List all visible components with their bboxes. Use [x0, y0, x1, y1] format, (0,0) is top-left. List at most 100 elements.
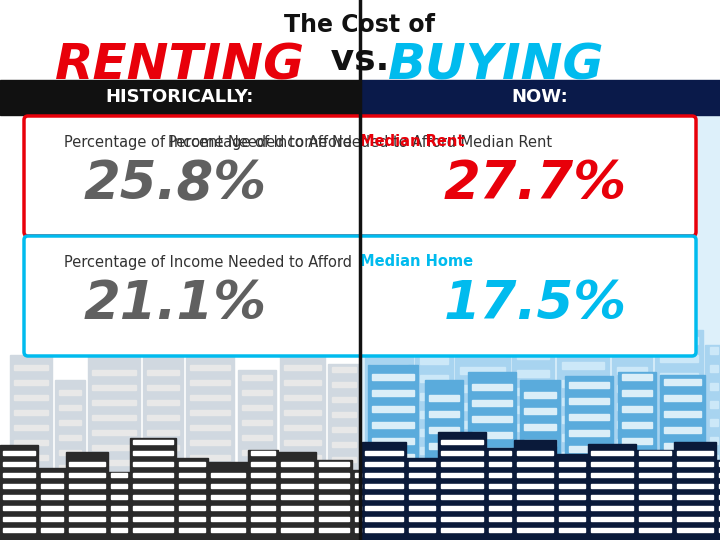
Bar: [372, 454, 414, 460]
Bar: [460, 457, 505, 464]
Bar: [365, 528, 403, 532]
Bar: [147, 385, 179, 390]
Bar: [460, 403, 505, 410]
Bar: [612, 334, 652, 512]
Bar: [143, 355, 183, 505]
Bar: [441, 462, 483, 466]
Bar: [562, 452, 604, 459]
Bar: [242, 465, 272, 470]
Bar: [559, 528, 585, 532]
Bar: [251, 517, 275, 521]
Bar: [147, 460, 179, 465]
Bar: [332, 382, 356, 387]
Bar: [211, 506, 245, 510]
Bar: [559, 484, 585, 488]
Bar: [41, 484, 63, 488]
Bar: [622, 438, 652, 444]
Bar: [710, 491, 718, 498]
Bar: [332, 487, 356, 492]
Bar: [69, 528, 105, 532]
Bar: [281, 473, 313, 477]
Bar: [617, 475, 647, 482]
Bar: [716, 460, 720, 540]
Bar: [489, 506, 511, 510]
Bar: [179, 495, 205, 499]
Bar: [147, 445, 179, 450]
Bar: [591, 528, 633, 532]
Text: NOW:: NOW:: [512, 89, 568, 106]
Bar: [3, 473, 35, 477]
Bar: [108, 472, 130, 540]
Bar: [365, 451, 403, 455]
Bar: [111, 484, 127, 488]
Bar: [370, 473, 408, 480]
Bar: [365, 473, 403, 477]
Bar: [133, 440, 173, 444]
Bar: [92, 475, 136, 480]
Bar: [420, 339, 448, 346]
Bar: [441, 506, 483, 510]
Bar: [319, 462, 349, 466]
Bar: [514, 440, 556, 540]
Text: 17.5%: 17.5%: [444, 278, 626, 330]
Bar: [88, 355, 140, 520]
Bar: [710, 419, 718, 426]
Bar: [660, 445, 698, 452]
Bar: [664, 443, 701, 449]
Bar: [130, 438, 176, 540]
Bar: [591, 495, 633, 499]
Bar: [420, 429, 448, 436]
Bar: [355, 484, 361, 488]
Bar: [0, 80, 360, 115]
Bar: [251, 528, 275, 532]
Bar: [14, 410, 48, 415]
Bar: [190, 500, 230, 505]
Bar: [617, 421, 647, 428]
Bar: [710, 383, 718, 390]
Bar: [248, 450, 278, 540]
Bar: [355, 473, 361, 477]
Bar: [355, 528, 361, 532]
Bar: [562, 470, 604, 477]
Bar: [639, 462, 671, 466]
Bar: [111, 473, 127, 477]
Bar: [622, 374, 652, 380]
Bar: [664, 411, 701, 417]
Bar: [664, 491, 701, 497]
Bar: [211, 495, 245, 499]
Bar: [69, 517, 105, 521]
Bar: [517, 517, 553, 521]
Bar: [664, 427, 701, 433]
Bar: [242, 420, 272, 425]
Bar: [190, 440, 230, 445]
Bar: [92, 445, 136, 450]
Bar: [133, 506, 173, 510]
Bar: [242, 495, 272, 500]
Bar: [415, 325, 453, 520]
Text: Median Home: Median Home: [360, 254, 473, 269]
Bar: [639, 473, 671, 477]
Bar: [472, 416, 512, 422]
Bar: [562, 398, 604, 405]
Bar: [441, 517, 483, 521]
Bar: [591, 506, 633, 510]
Bar: [111, 528, 127, 532]
Bar: [242, 480, 272, 485]
Bar: [429, 475, 459, 481]
Bar: [92, 385, 136, 390]
Bar: [372, 486, 414, 492]
Bar: [524, 440, 556, 446]
Bar: [59, 480, 81, 485]
Bar: [664, 379, 701, 385]
Bar: [420, 447, 448, 454]
Bar: [14, 380, 48, 385]
Bar: [710, 365, 718, 372]
Bar: [562, 362, 604, 369]
Bar: [622, 422, 652, 428]
Text: 27.7%: 27.7%: [444, 158, 626, 210]
Bar: [281, 528, 313, 532]
Bar: [664, 507, 701, 513]
Bar: [360, 80, 720, 115]
Bar: [719, 484, 720, 488]
Bar: [242, 390, 272, 395]
